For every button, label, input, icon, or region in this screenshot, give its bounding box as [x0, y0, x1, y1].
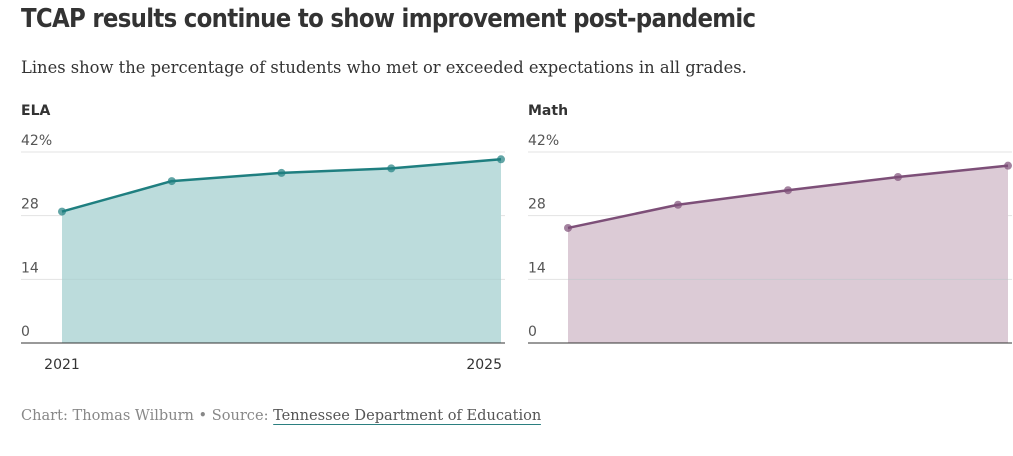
ela-panel-title: ELA — [21, 103, 50, 119]
ela-data-point — [167, 177, 176, 186]
math-area — [568, 165, 1008, 343]
credit-text: Chart: Thomas Wilburn • Source: — [21, 406, 274, 424]
page-title: TCAP results continue to show improvemen… — [21, 4, 756, 34]
math-chart-svg: Math 42% 28 14 0 — [528, 103, 1012, 344]
chart-credit: Chart: Thomas Wilburn • Source: Tennesse… — [21, 406, 542, 425]
ela-chart: ELA 42% 28 14 0 2021 2025 — [21, 98, 506, 373]
ela-x-tick-label: 2021 — [44, 357, 80, 373]
ela-y-tick-label: 0 — [21, 324, 30, 340]
ela-data-point — [387, 164, 396, 173]
ela-area — [62, 159, 501, 343]
math-y-tick-label: 42% — [528, 133, 559, 149]
ela-y-tick-label: 14 — [21, 260, 39, 276]
ela-y-tick-label: 42% — [21, 133, 52, 149]
math-data-point — [784, 186, 792, 195]
page-subtitle: Lines show the percentage of students wh… — [21, 58, 747, 78]
source-link[interactable]: Tennessee Department of Education — [273, 406, 542, 425]
math-panel-title: Math — [528, 103, 568, 119]
ela-data-point — [58, 207, 66, 216]
math-y-tick-label: 14 — [528, 260, 546, 276]
ela-chart-svg: ELA 42% 28 14 0 2021 2025 — [21, 103, 505, 373]
math-data-point — [674, 200, 682, 209]
math-y-tick-label: 28 — [528, 197, 546, 213]
math-data-point — [894, 173, 902, 182]
math-y-tick-label: 0 — [528, 324, 537, 340]
math-chart: Math 42% 28 14 0 — [528, 98, 1013, 373]
ela-y-tick-label: 28 — [21, 197, 39, 213]
ela-data-point — [497, 155, 505, 164]
math-data-point — [1004, 161, 1012, 170]
math-data-point — [564, 223, 572, 232]
ela-data-point — [277, 168, 286, 177]
ela-x-tick-label: 2025 — [466, 357, 502, 373]
